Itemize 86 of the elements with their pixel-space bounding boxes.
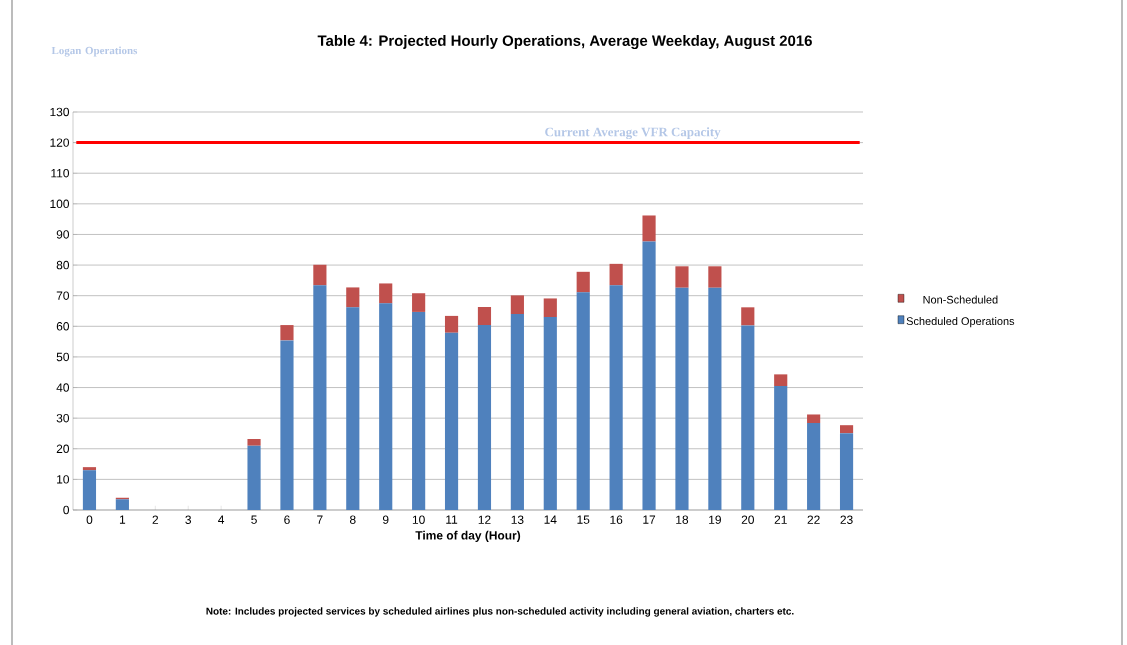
x-tick-label: 0 <box>86 515 93 524</box>
bar <box>576 271 590 293</box>
bar <box>82 470 97 510</box>
x-tick-label: 7 <box>317 515 323 524</box>
x-tick-label: 11 <box>446 515 458 524</box>
bar <box>412 311 426 510</box>
bar <box>839 433 854 510</box>
bar <box>346 287 360 308</box>
x-tick-label: 14 <box>544 515 557 524</box>
y-tick-label: 130 <box>50 107 70 117</box>
bar <box>708 266 722 288</box>
bar <box>444 315 459 333</box>
bar <box>444 332 459 510</box>
text: Logan Operations <box>51 46 138 57</box>
bar <box>379 303 393 510</box>
bar <box>741 307 755 326</box>
bar <box>774 386 788 510</box>
x-tick-label: 6 <box>284 515 290 524</box>
bar <box>576 292 590 510</box>
y-tick-label: 100 <box>50 199 70 209</box>
bar <box>675 266 689 288</box>
y-tick-label: 90 <box>56 230 70 239</box>
x-tick-label: 5 <box>251 515 257 524</box>
bar <box>741 325 755 510</box>
ref-line-label: Current Average VFR Capacity <box>545 127 721 140</box>
bar <box>280 325 294 341</box>
y-tick-label: 70 <box>56 291 70 300</box>
bar <box>609 285 623 510</box>
y-tick-label: 0 <box>63 505 70 515</box>
bar <box>675 287 689 510</box>
x-tick-label: 4 <box>218 515 225 524</box>
bar <box>477 325 492 510</box>
text: Note: Includes projected services by scheduled airlines plus non-scheduled activity including general aviation, charters etc. <box>206 607 794 617</box>
x-tick-label: 3 <box>185 515 192 524</box>
bar <box>115 499 129 510</box>
y-tick-label: 110 <box>51 169 70 178</box>
x-tick-label: 15 <box>577 515 590 524</box>
x-axis-title: Time of day (Hour) <box>415 530 521 542</box>
bar <box>543 298 557 318</box>
bar <box>543 317 557 510</box>
y-tick-label: 80 <box>56 260 70 270</box>
x-tick-label: 23 <box>840 515 853 524</box>
x-tick-label: 21 <box>774 515 787 524</box>
legend-label: Non-Scheduled <box>923 295 998 304</box>
bar <box>313 264 327 286</box>
x-tick-label: 18 <box>676 515 689 524</box>
x-tick-label: 8 <box>349 515 356 524</box>
bar <box>280 340 294 510</box>
y-tick-label: 60 <box>56 322 70 331</box>
bar <box>807 423 821 510</box>
bar <box>642 215 656 242</box>
bar <box>510 295 524 315</box>
bar <box>708 287 722 510</box>
y-tick-label: 50 <box>56 352 70 362</box>
y-tick-label: 120 <box>50 138 70 147</box>
x-tick-label: 19 <box>709 515 721 524</box>
y-tick-label: 20 <box>56 444 70 453</box>
bar <box>82 467 97 471</box>
y-tick-label: 30 <box>56 413 70 423</box>
bar <box>379 283 393 304</box>
bar <box>807 414 821 424</box>
bar <box>346 307 360 510</box>
legend-label: Scheduled Operations <box>906 316 1015 328</box>
x-tick-label: 22 <box>807 515 820 524</box>
chart-title: Table 4: Projected Hourly Operations, Average Weekday, August 2016 <box>317 35 812 49</box>
bar <box>412 293 426 312</box>
y-tick-label: 10 <box>57 475 70 484</box>
x-tick-label: 12 <box>478 515 491 524</box>
bar <box>839 425 854 434</box>
bar <box>642 241 656 510</box>
y-tick-label: 40 <box>56 383 70 392</box>
bar <box>510 314 524 510</box>
x-tick-label: 2 <box>152 515 159 524</box>
bar <box>477 307 492 326</box>
x-tick-label: 1 <box>119 515 126 524</box>
bar <box>247 438 261 446</box>
x-tick-label: 9 <box>382 515 389 524</box>
x-tick-label: 20 <box>741 515 754 524</box>
x-tick-label: 17 <box>643 515 656 524</box>
bar <box>313 285 327 510</box>
x-tick-label: 16 <box>610 515 623 524</box>
bar <box>609 263 623 286</box>
bar <box>774 374 788 386</box>
x-tick-label: 13 <box>511 515 524 524</box>
x-tick-label: 10 <box>412 515 425 524</box>
bar <box>247 445 261 510</box>
